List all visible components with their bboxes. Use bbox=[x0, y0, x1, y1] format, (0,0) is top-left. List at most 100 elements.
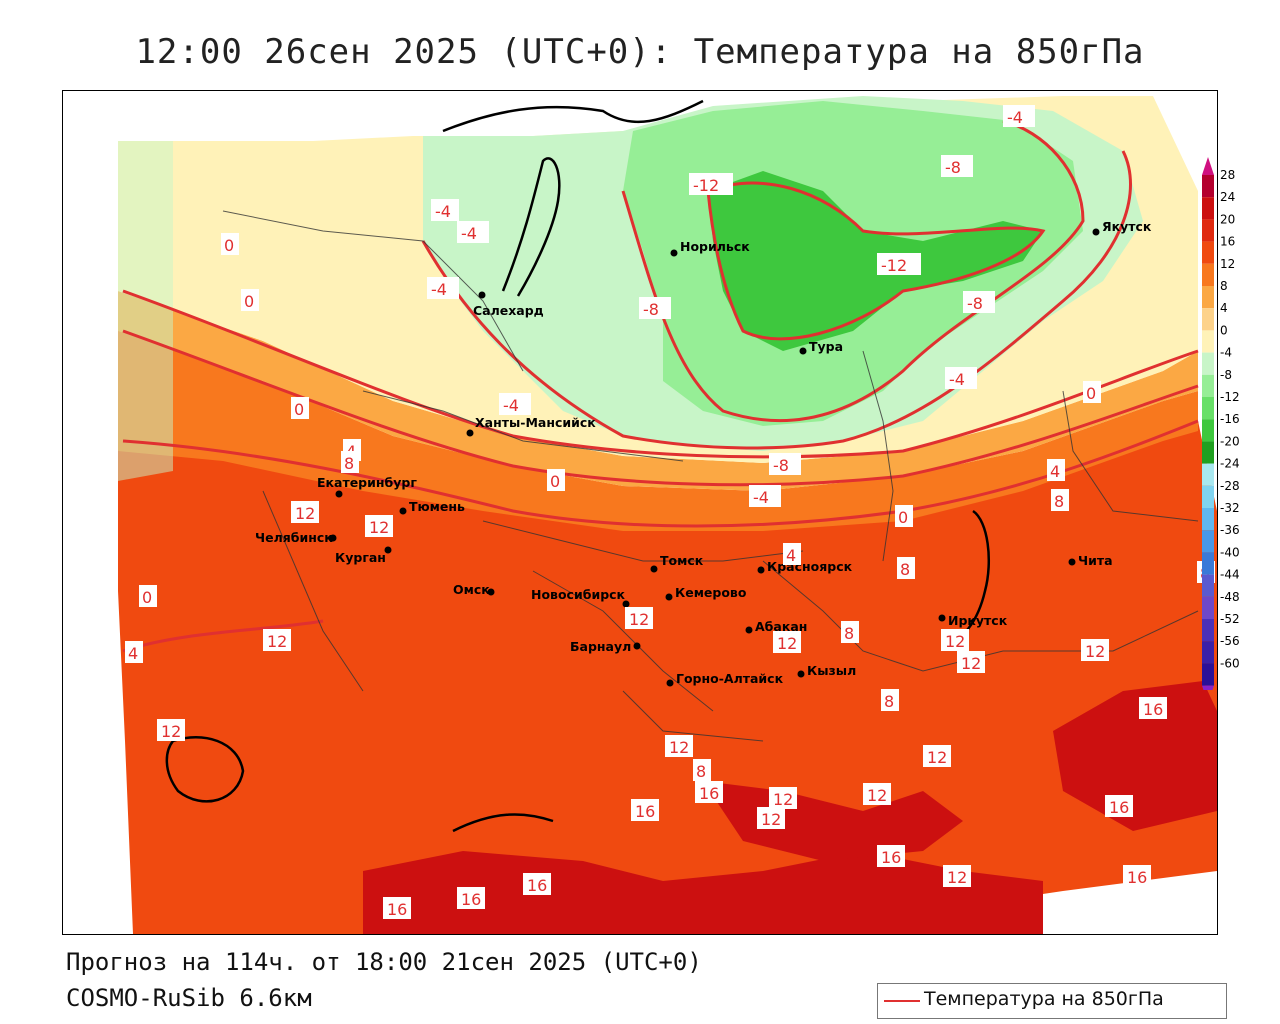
border-7 bbox=[1062, 390, 1199, 522]
city-krasnoyarsk: Красноярск bbox=[757, 559, 853, 574]
iso-label: 8 bbox=[881, 689, 899, 711]
coast-arctic bbox=[442, 99, 704, 133]
zone-warm-8 bbox=[118, 321, 1198, 531]
svg-text:12: 12 bbox=[761, 810, 781, 829]
svg-text:12: 12 bbox=[945, 632, 965, 651]
region-borders bbox=[222, 210, 1199, 742]
iso-label: 8 bbox=[841, 621, 859, 643]
scale-swatch bbox=[1202, 463, 1214, 486]
svg-text:Абакан: Абакан bbox=[755, 619, 807, 634]
svg-text:Кемерово: Кемерово bbox=[675, 585, 747, 600]
iso-label: -12 bbox=[689, 173, 733, 195]
scale-tick-label: -12 bbox=[1220, 390, 1240, 404]
svg-text:-12: -12 bbox=[881, 256, 907, 275]
scale-tick-label: -28 bbox=[1220, 479, 1240, 493]
scale-swatch bbox=[1202, 374, 1214, 397]
scale-swatch bbox=[1202, 485, 1214, 508]
iso-label: 8 bbox=[693, 759, 711, 781]
city-chita: Чита bbox=[1068, 553, 1113, 568]
svg-text:12: 12 bbox=[267, 632, 287, 651]
border-9 bbox=[622, 690, 764, 742]
scale-tick-label: 8 bbox=[1220, 279, 1228, 293]
scale-tick-label: -4 bbox=[1220, 346, 1232, 360]
scale-top-arrow bbox=[1202, 157, 1214, 175]
city-yakutsk: Якутск bbox=[1092, 219, 1152, 236]
zone-minus-12 bbox=[708, 171, 1043, 351]
color-scale-svg: 28 24 20 16 12 8 4 0 -4 -8 -12 -16 -20 -24 -28 -32 -36 -4… bbox=[1202, 157, 1240, 704]
isotherm-0 bbox=[122, 289, 1199, 459]
svg-text:Тура: Тура bbox=[809, 339, 843, 354]
scale-tick-label: -56 bbox=[1220, 634, 1240, 648]
lake-balkhash bbox=[452, 813, 554, 833]
city-gorno-altaysk: Горно-Алтайск bbox=[666, 671, 784, 687]
svg-text:-4: -4 bbox=[503, 396, 519, 415]
scale-tick-label: 24 bbox=[1220, 190, 1235, 204]
border-6 bbox=[862, 350, 894, 562]
svg-text:Якутск: Якутск bbox=[1102, 219, 1152, 234]
svg-text:0: 0 bbox=[244, 292, 254, 311]
iso-label: 16 bbox=[1105, 795, 1133, 817]
scale-tick-label: -24 bbox=[1220, 457, 1240, 471]
iso-label: 12 bbox=[1081, 639, 1109, 661]
svg-text:0: 0 bbox=[294, 400, 304, 419]
city-khanty-mansiysk: Ханты-Мансийск bbox=[466, 415, 596, 437]
iso-label: -4 bbox=[431, 199, 459, 221]
svg-text:16: 16 bbox=[635, 802, 655, 821]
svg-text:-4: -4 bbox=[753, 488, 769, 507]
iso-label: 4 bbox=[125, 641, 143, 663]
iso-label: 12 bbox=[943, 865, 971, 887]
svg-text:4: 4 bbox=[786, 546, 796, 565]
isotherm-minus-12 bbox=[706, 181, 1046, 341]
svg-text:Омск: Омск bbox=[453, 582, 490, 597]
scale-tick-label: -32 bbox=[1220, 501, 1240, 515]
scale-swatch bbox=[1202, 330, 1214, 353]
svg-text:Горно-Алтайск: Горно-Алтайск bbox=[676, 671, 784, 686]
city-novosibirsk: Новосибирск bbox=[531, 587, 630, 608]
city-barnaul: Барнаул bbox=[570, 639, 641, 654]
scale-tick-label: 0 bbox=[1220, 323, 1228, 337]
scale-tick-label: -44 bbox=[1220, 568, 1240, 582]
svg-text:0: 0 bbox=[1086, 384, 1096, 403]
city-salekhard: Салехард bbox=[473, 291, 544, 318]
scale-tick-label: -8 bbox=[1220, 368, 1232, 382]
iso-label: 12 bbox=[923, 745, 951, 767]
iso-label: -4 bbox=[945, 367, 977, 389]
svg-text:16: 16 bbox=[387, 900, 407, 919]
border-1 bbox=[222, 210, 524, 372]
cities: Салехард Норильск Якутск Тура Ханты-Манс… bbox=[255, 219, 1152, 687]
iso-label: -8 bbox=[639, 297, 671, 319]
svg-text:-12: -12 bbox=[693, 176, 719, 195]
map-title: 12:00 26сен 2025 (UTC+0): Температура на… bbox=[135, 32, 1145, 72]
svg-text:16: 16 bbox=[1109, 798, 1129, 817]
svg-text:12: 12 bbox=[369, 518, 389, 537]
iso-label: -8 bbox=[941, 155, 973, 177]
scale-tick-label: -20 bbox=[1220, 434, 1240, 448]
coast-yamal bbox=[501, 157, 561, 297]
svg-text:Красноярск: Красноярск bbox=[767, 559, 853, 574]
city-abakan: Абакан bbox=[745, 619, 807, 634]
iso-label: 8 bbox=[1051, 489, 1069, 511]
scale-swatch bbox=[1202, 397, 1214, 420]
iso-label: 12 bbox=[665, 735, 693, 757]
scale-swatch bbox=[1202, 663, 1214, 686]
svg-text:0: 0 bbox=[898, 508, 908, 527]
iso-label: 12 bbox=[263, 629, 291, 651]
iso-label: 12 bbox=[773, 631, 801, 653]
iso-label: 12 bbox=[941, 629, 969, 651]
scale-tick-label: -16 bbox=[1220, 412, 1240, 426]
scale-tick-label: 20 bbox=[1220, 212, 1235, 226]
iso-label: -4 bbox=[1003, 105, 1035, 127]
city-irkutsk: Иркутск bbox=[938, 613, 1008, 628]
border-3 bbox=[482, 520, 804, 562]
svg-text:8: 8 bbox=[844, 624, 854, 643]
isotherm-4 bbox=[122, 329, 1199, 487]
zone-warm-12 bbox=[118, 411, 1217, 934]
svg-text:Иркутск: Иркутск bbox=[948, 613, 1008, 628]
model-info: COSMO-RuSib 6.6км bbox=[66, 984, 312, 1012]
svg-text:12: 12 bbox=[927, 748, 947, 767]
isotherm-lines bbox=[122, 119, 1199, 653]
scale-tick-label: -40 bbox=[1220, 545, 1240, 559]
scale-tick-label: -52 bbox=[1220, 612, 1240, 626]
iso-label: -12 bbox=[877, 253, 921, 275]
isotherm-minus-8 bbox=[621, 119, 1085, 423]
